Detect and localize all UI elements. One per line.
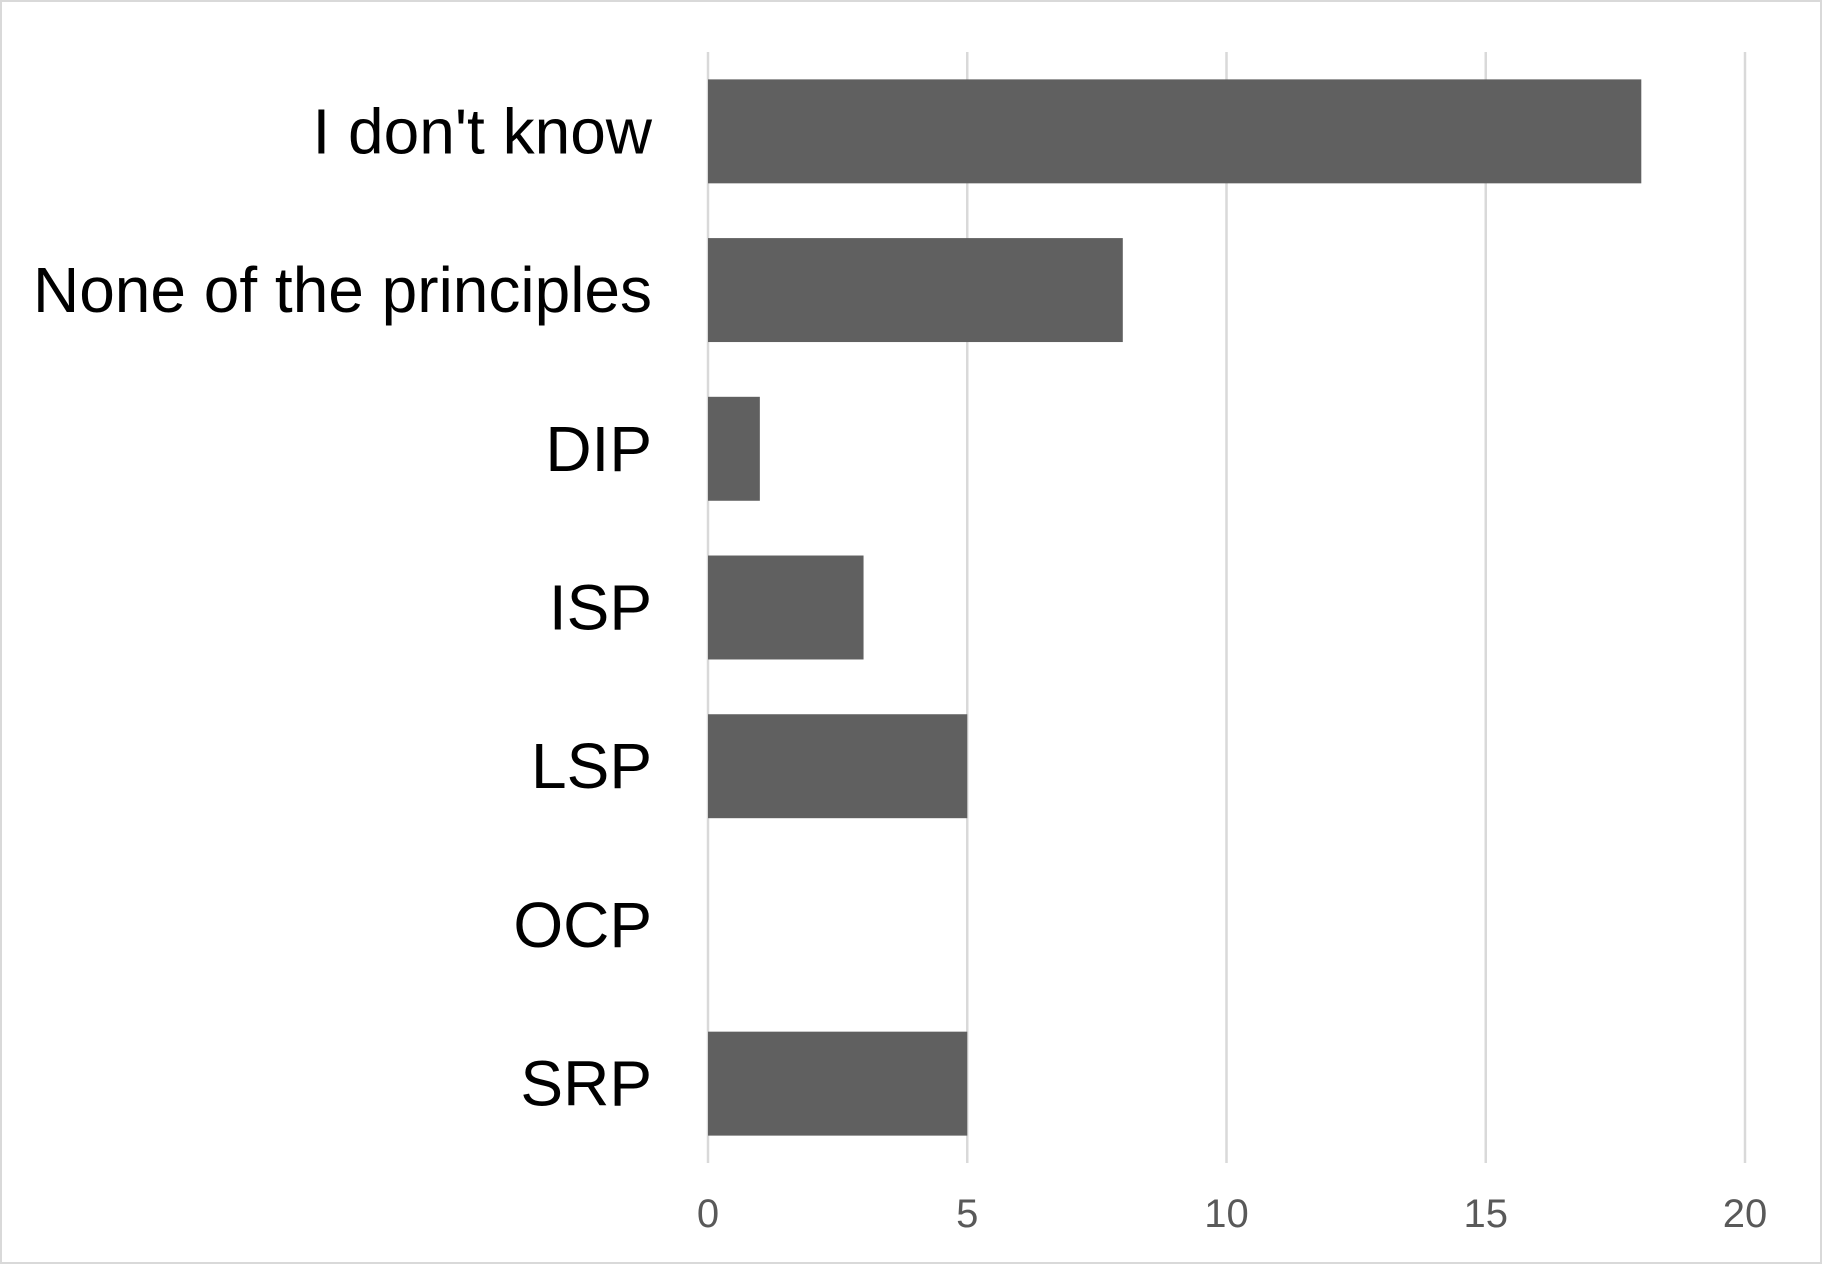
category-label-4: LSP — [531, 730, 652, 802]
bar-6 — [708, 1031, 968, 1136]
category-label-2: DIP — [545, 413, 652, 485]
bar-3 — [708, 555, 864, 660]
grid-layer — [706, 52, 1747, 1163]
x-tick-label-1: 5 — [956, 1192, 978, 1236]
bar-2 — [708, 396, 760, 501]
category-labels: I don't know None of the principles DIP ISP… — [33, 95, 653, 1119]
bar-0 — [708, 79, 1642, 184]
bar-1 — [708, 238, 1123, 343]
x-tick-label-3: 15 — [1464, 1192, 1509, 1236]
x-tick-label-4: 20 — [1723, 1192, 1768, 1236]
x-axis-tick-labels: 0 5 10 15 20 — [697, 1192, 1767, 1236]
category-label-0: I don't know — [312, 95, 652, 167]
bar-layer — [708, 79, 1642, 1136]
x-tick-label-2: 10 — [1204, 1192, 1249, 1236]
category-label-3: ISP — [549, 572, 652, 644]
bar-4 — [708, 714, 968, 819]
x-tick-label-0: 0 — [697, 1192, 719, 1236]
category-label-1: None of the principles — [33, 254, 652, 326]
category-label-6: SRP — [520, 1048, 652, 1120]
category-label-5: OCP — [513, 889, 652, 961]
